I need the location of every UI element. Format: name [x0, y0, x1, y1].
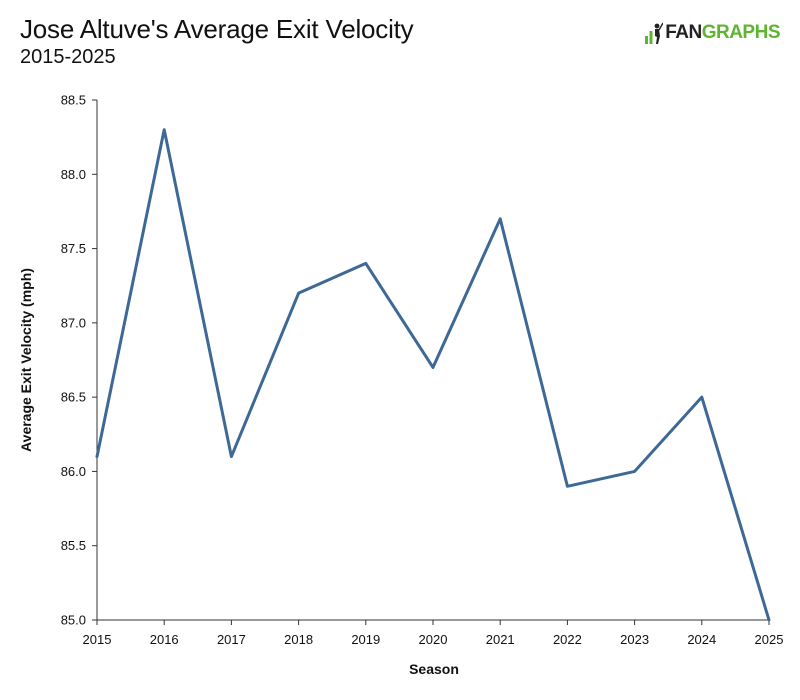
y-tick-label: 85.5: [61, 538, 86, 553]
fangraphs-logo: FAN GRAPHS: [645, 20, 781, 46]
data-point: [566, 485, 569, 488]
x-tick-label: 2021: [486, 632, 515, 647]
y-tick-label: 88.0: [61, 167, 86, 182]
data-point: [431, 366, 435, 369]
y-tick-label: 86.0: [61, 464, 86, 479]
x-tick-label: 2017: [217, 632, 246, 647]
y-tick-label: 88.5: [61, 93, 86, 108]
data-point: [499, 217, 502, 221]
y-tick-label: 87.0: [61, 315, 86, 330]
x-tick-label: 2019: [351, 632, 380, 647]
data-point: [767, 618, 771, 622]
y-tick-label: 85.0: [61, 613, 86, 628]
logo-text-graphs: GRAPHS: [701, 22, 781, 43]
fangraphs-batter-icon: [645, 22, 664, 44]
data-point: [700, 395, 703, 399]
x-tick-label: 2022: [553, 632, 582, 647]
x-axis: 2015 2016 2017 2018 2019 2020 2021 2022 2023 2024…: [83, 619, 784, 647]
y-tick-label: 86.5: [61, 390, 86, 405]
series-line-0: [95, 128, 771, 622]
x-tick-label: 2025: [755, 632, 784, 647]
data-point: [95, 455, 99, 458]
y-tick-label: 87.5: [61, 241, 86, 256]
data-point: [163, 128, 166, 131]
data-point: [297, 291, 300, 295]
x-tick-label: 2020: [419, 632, 448, 647]
data-point: [633, 470, 636, 473]
x-tick-label: 2015: [83, 632, 112, 647]
x-tick-label: 2018: [284, 632, 313, 647]
logo-text-fan: FAN: [665, 22, 702, 43]
chart-title: Jose Altuve's Average Exit Velocity: [20, 14, 414, 44]
x-tick-label: 2016: [150, 632, 179, 647]
x-tick-label: 2024: [687, 632, 716, 647]
x-axis-title: Season: [409, 661, 459, 677]
data-point: [364, 262, 367, 265]
y-axis: 85.0 85.5 86.0 86.5 87.0 87.5 88.0 88.5: [61, 93, 98, 628]
chart-subtitle: 2015-2025: [20, 46, 116, 68]
x-tick-label: 2023: [620, 632, 649, 647]
y-axis-title: Average Exit Velocity (mph): [18, 268, 34, 452]
series-layer: [95, 128, 771, 622]
data-point: [230, 455, 233, 458]
